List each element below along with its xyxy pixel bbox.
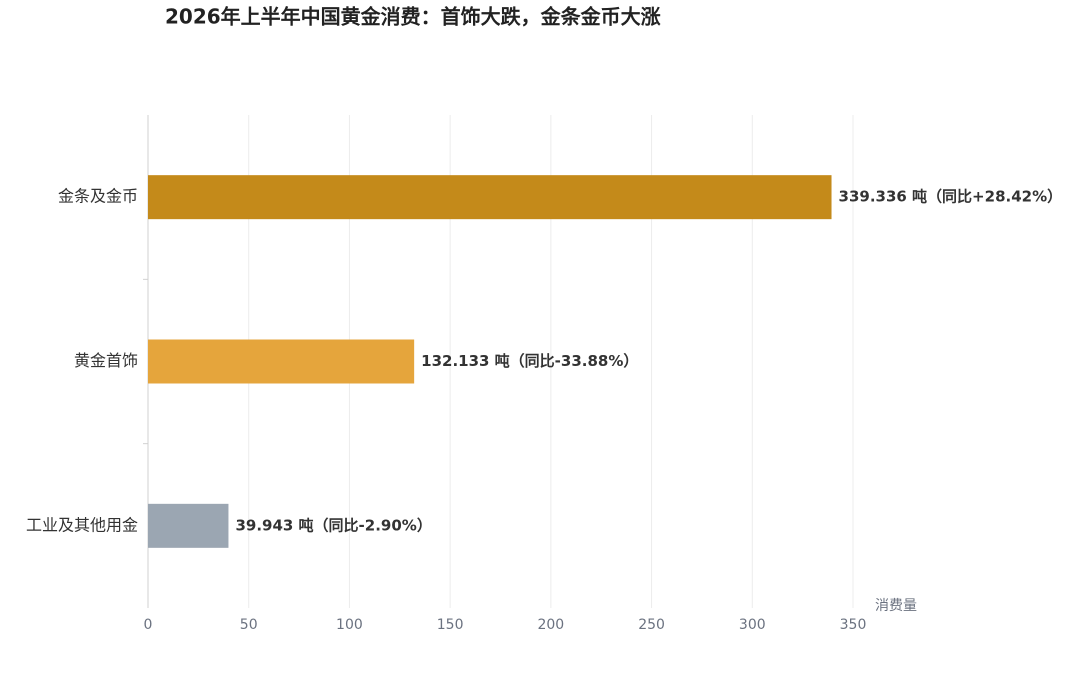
x-axis-label: 消费量 (875, 598, 917, 614)
bar (148, 339, 415, 384)
x-tick-label: 300 (739, 617, 766, 633)
y-tick-label: 金条及金币 (58, 187, 138, 206)
chart-title: 2026年上半年中国黄金消费：首饰大跌，金条金币大涨 (165, 5, 661, 29)
bar (148, 175, 832, 220)
x-tick-label: 0 (144, 617, 153, 633)
x-tick-label: 100 (336, 617, 363, 633)
data-label: 339.336 吨（同比+28.42%） (839, 188, 1063, 206)
x-tick-label: 150 (437, 617, 464, 633)
x-tick-label: 350 (840, 617, 867, 633)
data-label: 132.133 吨（同比-33.88%） (421, 352, 638, 370)
y-tick-label: 工业及其他用金 (26, 515, 138, 534)
x-tick-label: 250 (638, 617, 665, 633)
x-tick-label: 50 (240, 617, 258, 633)
x-tick-label: 200 (537, 617, 564, 633)
data-label: 39.943 吨（同比-2.90%） (235, 516, 431, 534)
bar (148, 503, 229, 548)
y-tick-label: 黄金首饰 (74, 351, 138, 370)
